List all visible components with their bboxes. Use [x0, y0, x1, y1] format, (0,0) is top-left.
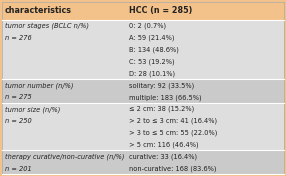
Text: 0: 2 (0.7%): 0: 2 (0.7%)	[129, 23, 166, 29]
Text: non-curative: 168 (83.6%): non-curative: 168 (83.6%)	[129, 165, 217, 172]
Text: > 5 cm: 116 (46.4%): > 5 cm: 116 (46.4%)	[129, 142, 199, 148]
Text: HCC (n = 285): HCC (n = 285)	[129, 6, 192, 15]
Text: n = 250: n = 250	[5, 118, 32, 124]
Bar	[2, 2, 284, 20]
Text: C: 53 (19.2%): C: 53 (19.2%)	[129, 58, 175, 65]
Bar	[2, 150, 284, 174]
Bar	[2, 103, 284, 150]
Text: > 2 to ≤ 3 cm: 41 (16.4%): > 2 to ≤ 3 cm: 41 (16.4%)	[129, 118, 217, 124]
Text: > 3 to ≤ 5 cm: 55 (22.0%): > 3 to ≤ 5 cm: 55 (22.0%)	[129, 130, 217, 136]
Text: curative: 33 (16.4%): curative: 33 (16.4%)	[129, 153, 197, 160]
Text: ≤ 2 cm: 38 (15.2%): ≤ 2 cm: 38 (15.2%)	[129, 106, 194, 112]
Text: n = 276: n = 276	[5, 35, 32, 41]
Text: tumor stages (BCLC n/%): tumor stages (BCLC n/%)	[5, 23, 89, 29]
Text: A: 59 (21.4%): A: 59 (21.4%)	[129, 35, 174, 41]
Text: tumor size (n/%): tumor size (n/%)	[5, 106, 60, 112]
Bar	[2, 79, 284, 103]
Text: multiple: 183 (66.5%): multiple: 183 (66.5%)	[129, 94, 202, 101]
Text: B: 134 (48.6%): B: 134 (48.6%)	[129, 47, 179, 53]
Text: therapy curative/non-curative (n/%): therapy curative/non-curative (n/%)	[5, 153, 124, 160]
Text: tumor number (n/%): tumor number (n/%)	[5, 82, 74, 89]
Text: n = 275: n = 275	[5, 94, 32, 100]
Text: characteristics: characteristics	[5, 6, 72, 15]
Bar	[2, 20, 284, 79]
Text: solitary: 92 (33.5%): solitary: 92 (33.5%)	[129, 82, 194, 89]
Text: n = 201: n = 201	[5, 166, 32, 172]
Text: D: 28 (10.1%): D: 28 (10.1%)	[129, 70, 175, 77]
